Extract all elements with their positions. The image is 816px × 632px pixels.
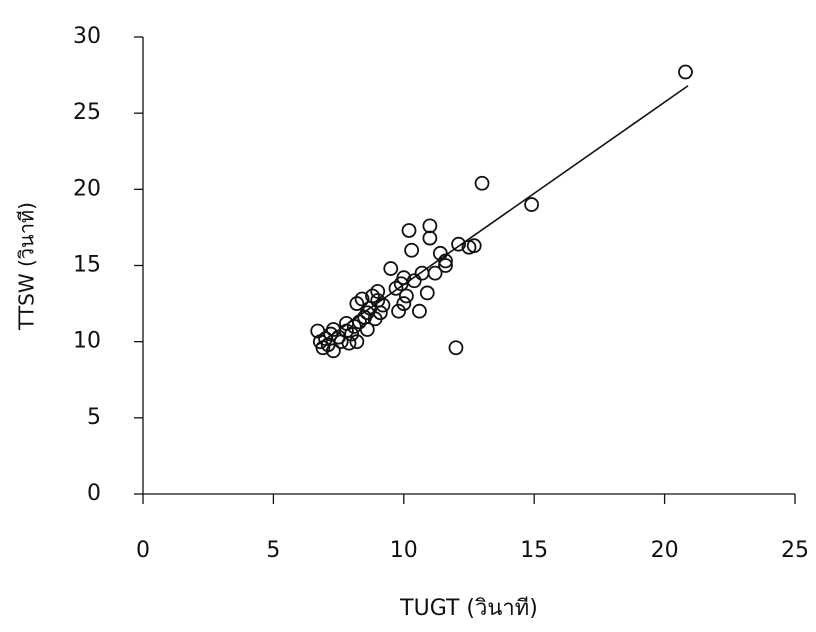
x-tick-label: 15	[520, 538, 548, 563]
y-tick-label: 5	[87, 405, 101, 430]
x-tick-label: 0	[136, 538, 150, 563]
point	[405, 244, 418, 257]
point	[423, 219, 436, 232]
y-tick-label: 10	[73, 329, 101, 354]
y-tick-label: 20	[73, 176, 101, 201]
x-tick-label: 20	[651, 538, 679, 563]
point	[413, 305, 426, 318]
x-tick-label: 25	[781, 538, 809, 563]
point	[384, 262, 397, 275]
x-axis-label: TUGT (วินาที)	[399, 596, 538, 621]
x-tick-label: 10	[390, 538, 418, 563]
point	[423, 232, 436, 245]
x-tick-label: 5	[266, 538, 280, 563]
y-tick-label: 30	[73, 24, 101, 49]
point	[679, 66, 692, 79]
point	[421, 286, 434, 299]
y-tick-label: 15	[73, 253, 101, 278]
point	[476, 177, 489, 190]
y-tick-label: 25	[73, 100, 101, 125]
point	[416, 267, 429, 280]
point	[449, 341, 462, 354]
point	[525, 198, 538, 211]
chart: TUGT (วินาที) TTSW (วินาที) 0 5 10 15 20 25 30…	[0, 0, 816, 632]
point	[403, 224, 416, 237]
y-axis-label: TTSW (วินาที)	[15, 202, 39, 331]
point	[400, 289, 413, 302]
y-tick-label: 0	[87, 481, 101, 506]
